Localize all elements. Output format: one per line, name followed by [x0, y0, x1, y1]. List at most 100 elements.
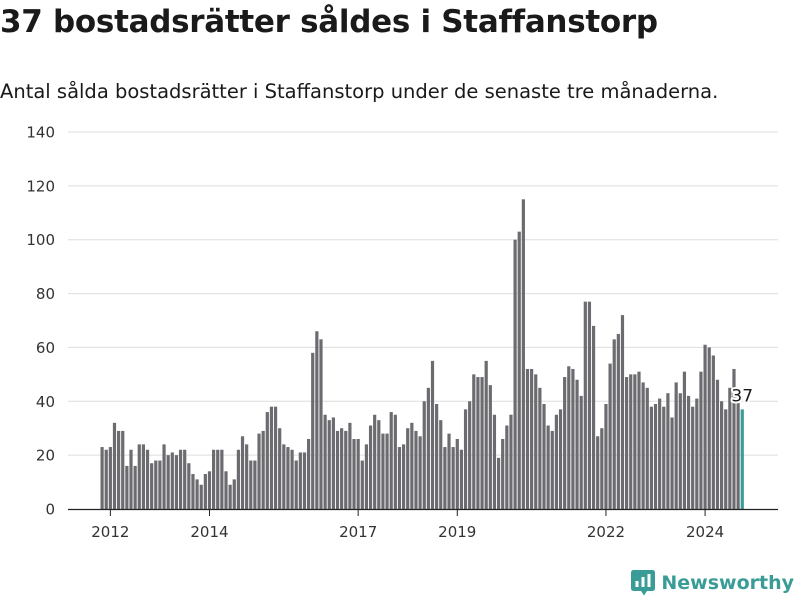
y-tick-label: 0 — [45, 501, 55, 519]
bar — [187, 463, 191, 509]
bar — [344, 430, 348, 509]
bar — [104, 449, 108, 509]
bar — [658, 398, 662, 509]
bar — [166, 455, 170, 509]
bars — [100, 199, 744, 509]
bar — [364, 444, 369, 509]
bar — [468, 401, 472, 509]
bar — [315, 331, 319, 509]
bar — [612, 339, 616, 509]
x-axis-ticks: 2012 2014 2017 2019 2022 2024 — [91, 510, 724, 541]
bar — [567, 366, 571, 509]
bar — [112, 422, 117, 509]
bar — [108, 447, 112, 509]
bar — [381, 433, 385, 509]
bar — [608, 363, 612, 509]
bar — [691, 406, 695, 509]
bar — [141, 444, 145, 509]
bar — [558, 409, 563, 509]
bar — [645, 387, 649, 509]
bar — [546, 425, 550, 509]
bar — [150, 463, 154, 509]
bar — [340, 428, 344, 509]
page-title: 37 bostadsrätter såldes i Staffanstorp — [0, 4, 658, 40]
bar — [212, 449, 216, 509]
bar — [207, 471, 212, 509]
bar — [488, 385, 492, 509]
x-tick-label: 2024 — [686, 523, 724, 541]
bar — [616, 333, 620, 509]
bar — [278, 428, 282, 509]
bar — [228, 484, 232, 509]
bar — [575, 379, 579, 509]
y-tick-label: 40 — [36, 393, 55, 411]
bar — [662, 406, 666, 509]
bar — [554, 414, 558, 509]
bar — [195, 479, 199, 509]
bar — [736, 395, 740, 509]
bar — [129, 449, 133, 509]
bar — [534, 374, 538, 509]
bar — [476, 377, 480, 509]
bar — [451, 447, 455, 509]
bar — [517, 231, 521, 509]
bar — [620, 315, 625, 509]
bar — [542, 403, 546, 509]
brand-logo: Newsworthy — [631, 570, 794, 596]
bar — [682, 371, 687, 509]
bar — [257, 433, 261, 509]
bar — [240, 436, 245, 509]
x-tick-label: 2017 — [339, 523, 377, 541]
bar — [331, 417, 335, 509]
y-tick-label: 60 — [36, 339, 55, 357]
bar — [439, 420, 443, 509]
bar — [410, 422, 414, 509]
bar — [707, 347, 711, 509]
y-axis-ticks: 0 20 40 60 80 100 120 140 — [26, 124, 55, 519]
bar — [224, 471, 228, 509]
bar — [463, 409, 468, 509]
bar — [587, 301, 592, 509]
bar — [203, 473, 207, 509]
bar — [232, 479, 236, 509]
bar — [538, 387, 542, 509]
bar — [121, 430, 125, 509]
bar — [715, 379, 720, 509]
bar — [513, 239, 517, 509]
bar — [724, 409, 728, 509]
bar — [472, 374, 476, 509]
bar — [352, 438, 356, 509]
bar — [393, 414, 397, 509]
bar — [286, 447, 290, 509]
bar — [273, 406, 278, 509]
bar — [162, 444, 166, 509]
bar — [174, 455, 179, 509]
chart-subtitle: Antal sålda bostadsrätter i Staffanstorp… — [0, 80, 719, 103]
bar — [732, 368, 736, 509]
bar — [720, 401, 724, 509]
bar — [154, 460, 158, 509]
bar — [649, 406, 653, 509]
bar — [591, 325, 596, 509]
bar — [604, 403, 608, 509]
x-tick-label: 2022 — [587, 523, 625, 541]
bar — [674, 382, 678, 509]
bar — [220, 449, 224, 509]
y-tick-label: 80 — [36, 285, 55, 303]
bar — [290, 449, 294, 509]
bar — [435, 403, 439, 509]
bar — [298, 452, 302, 509]
bar — [414, 430, 418, 509]
data-label-latest: 37 — [731, 386, 753, 406]
bar — [670, 417, 674, 509]
x-tick-label: 2012 — [91, 523, 129, 541]
bar — [389, 412, 393, 509]
bar — [637, 371, 641, 509]
bar — [261, 430, 265, 509]
bar — [373, 414, 377, 509]
bar — [501, 438, 505, 509]
bar — [703, 344, 707, 509]
bar-highlight — [740, 409, 744, 509]
bar — [245, 444, 249, 509]
bar — [360, 460, 364, 509]
